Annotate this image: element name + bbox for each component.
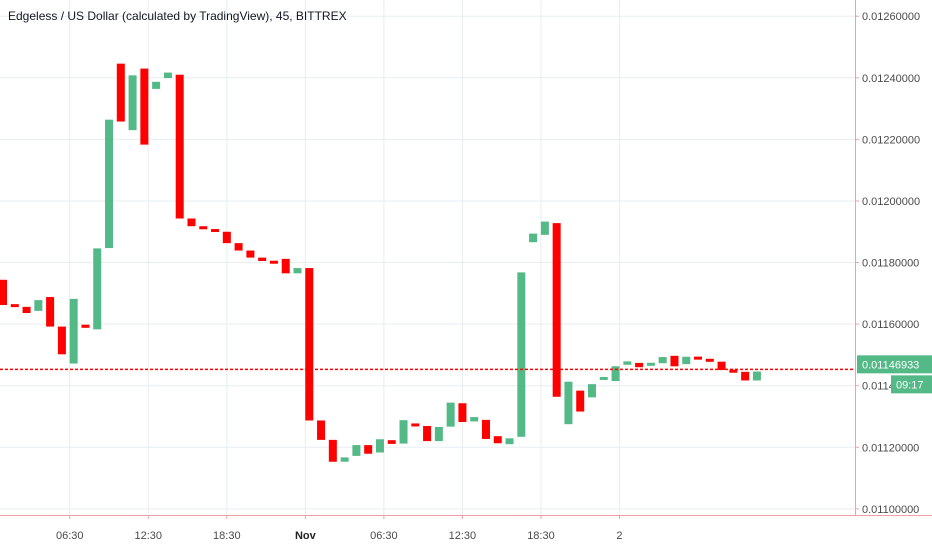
candle-down (705, 358, 714, 362)
candle-up (529, 233, 538, 243)
candle-down (552, 223, 561, 397)
candle-down (364, 445, 373, 454)
candle-down (116, 63, 125, 122)
candle-down (81, 324, 90, 328)
candle-up (128, 75, 137, 131)
candle-up (505, 438, 514, 445)
last-price-tag: 0.01146933 09:17 (857, 355, 932, 394)
candle-down (22, 306, 31, 314)
candle-up (34, 300, 43, 311)
candle-up (434, 426, 443, 442)
candle-down (328, 439, 337, 462)
candle-up (611, 366, 620, 382)
price-tick-label: 0.01160000 (862, 319, 919, 331)
time-tick-label: 06:30 (56, 530, 84, 542)
candle-down (305, 268, 314, 421)
candle-up (540, 221, 549, 235)
candle-down (187, 218, 196, 227)
time-tick-label: 2 (616, 530, 622, 542)
time-tick-label: 12:30 (449, 530, 477, 542)
candle-down (46, 297, 55, 327)
candle-down (670, 355, 679, 367)
time-tick-label: 18:30 (213, 530, 241, 542)
candle-down (269, 260, 278, 264)
candle-down (717, 361, 726, 370)
candle-down (222, 231, 231, 244)
candle-up (163, 72, 172, 79)
candle-up (399, 420, 408, 444)
candle-up (93, 248, 102, 330)
candle-down (493, 436, 502, 444)
candle-down (576, 390, 585, 412)
countdown-label: 09:17 (896, 379, 924, 391)
candle-down (741, 371, 750, 381)
time-axis[interactable]: 06:30 12:30 18:30 Nov 06:30 12:30 18:30 2 (56, 515, 623, 542)
candle-down (211, 229, 220, 233)
candle-down (175, 74, 184, 219)
candle-down (411, 423, 420, 427)
candle-up (623, 361, 632, 365)
countdown-tag-bg (891, 375, 932, 394)
candle-up (69, 298, 78, 364)
candle-up (658, 357, 667, 364)
candle-up (599, 376, 608, 380)
candle-down (635, 362, 644, 368)
candle-up (470, 417, 479, 422)
candle-down (234, 243, 243, 251)
candle-up (340, 457, 349, 462)
candle-down (10, 304, 19, 308)
candle-down (57, 326, 66, 355)
candle-up (588, 384, 596, 398)
candle-up (152, 81, 161, 89)
last-price-tag-bg (857, 355, 932, 374)
candle-down (387, 440, 396, 444)
candle-down (694, 356, 703, 360)
candle-up (375, 439, 384, 453)
chart-title: Edgeless / US Dollar (calculated by Trad… (8, 9, 347, 23)
candle-up (105, 119, 114, 249)
candle-down (458, 403, 467, 423)
candle-down (729, 369, 738, 373)
candle-up (446, 402, 455, 427)
time-tick-label: 06:30 (370, 530, 398, 542)
candle-down (140, 68, 149, 145)
candle-down (246, 250, 255, 258)
price-tick-label: 0.01180000 (862, 258, 919, 270)
candle-up (682, 356, 691, 365)
candle-down (317, 420, 326, 440)
time-tick-label: 12:30 (135, 530, 163, 542)
time-tick-label: 18:30 (527, 530, 555, 542)
price-tick-label: 0.01200000 (862, 196, 920, 208)
price-tick-label: 0.01260000 (862, 11, 920, 23)
candle-down (281, 258, 290, 274)
candle-up (752, 371, 761, 381)
price-tick-label: 0.01220000 (862, 134, 920, 146)
price-tick-label: 0.01100000 (862, 504, 919, 516)
price-tick-label: 0.01120000 (862, 442, 919, 454)
candle-up (517, 272, 526, 437)
candle-series (0, 63, 761, 462)
candle-down (199, 226, 208, 230)
last-price-label: 0.01146933 (862, 359, 919, 371)
price-axis[interactable]: 0.01260000 0.01240000 0.01220000 0.01200000… (855, 11, 920, 516)
price-tick-label: 0.01240000 (862, 73, 920, 85)
candle-down (481, 419, 490, 439)
candle-up (646, 362, 655, 366)
time-tick-label: Nov (295, 530, 317, 542)
candle-up (564, 381, 573, 425)
candle-up (293, 268, 302, 274)
candle-down (423, 426, 432, 442)
candle-down (258, 257, 267, 261)
candle-up (352, 445, 361, 456)
candle-down (0, 279, 7, 306)
